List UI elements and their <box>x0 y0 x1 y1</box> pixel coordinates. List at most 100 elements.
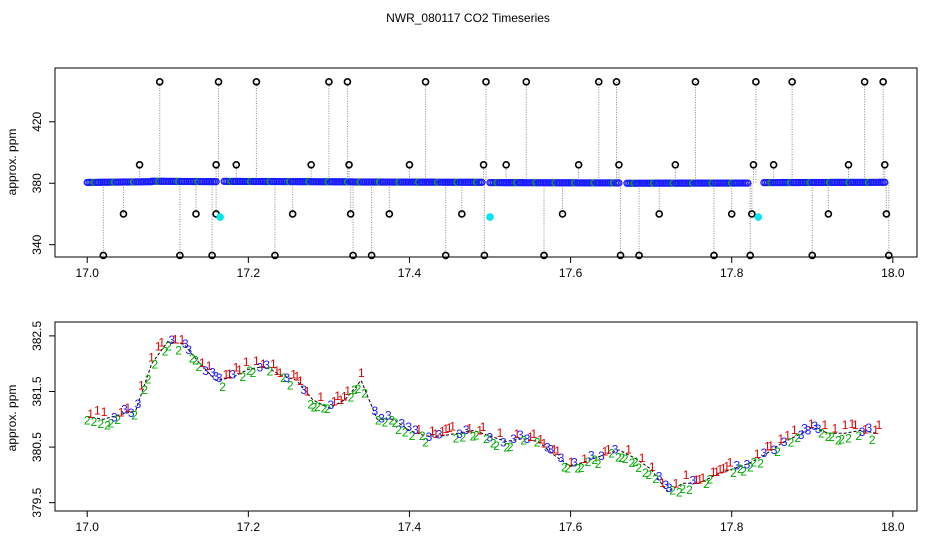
bottom-x-tick-label: 17.0 <box>76 520 100 534</box>
marker-2: 2 <box>104 418 111 432</box>
marker-3: 3 <box>801 422 808 436</box>
outlier-point <box>421 78 430 86</box>
marker-3: 3 <box>168 333 175 347</box>
marker-2: 2 <box>189 352 196 366</box>
marker-2: 2 <box>618 451 625 465</box>
outlier-point <box>192 210 200 218</box>
marker-3: 3 <box>327 398 334 412</box>
marker-2: 2 <box>240 370 247 384</box>
marker-2: 2 <box>507 440 514 454</box>
marker-1: 1 <box>497 426 504 440</box>
marker-1: 1 <box>124 401 131 415</box>
marker-1: 1 <box>199 356 206 370</box>
marker-3: 3 <box>865 421 872 435</box>
outlier-point <box>482 78 490 86</box>
marker-3: 3 <box>202 364 209 378</box>
top-y-axis-title: approx. ppm <box>5 129 19 196</box>
bottom-axes: 17.0 17.2 17.4 17.6 17.8 18.0 379.5 380.5 381.5 3… <box>30 321 905 534</box>
marker-3: 3 <box>656 470 663 484</box>
top-y-tick-label: 380 <box>30 173 44 193</box>
marker-2: 2 <box>595 457 602 471</box>
outlier-point <box>99 251 108 260</box>
marker-3: 3 <box>284 371 291 385</box>
marker-1: 1 <box>842 418 849 432</box>
marker-2: 2 <box>635 461 642 475</box>
marker-1: 1 <box>723 460 730 474</box>
marker-1: 1 <box>341 389 348 403</box>
marker-3: 3 <box>216 371 223 385</box>
marker-2: 2 <box>788 436 795 450</box>
marker-3: 3 <box>500 436 507 450</box>
marker-1: 1 <box>541 437 548 451</box>
outlier-point <box>458 210 466 218</box>
outlier-point <box>540 251 548 260</box>
outlier-point <box>212 161 220 169</box>
marker-2: 2 <box>348 391 355 405</box>
outlier-point <box>271 251 279 260</box>
marker-2: 2 <box>307 397 314 411</box>
marker-2: 2 <box>622 452 629 466</box>
marker-2: 2 <box>84 414 91 428</box>
bottom-y-tick-label: 379.5 <box>30 487 44 517</box>
marker-2: 2 <box>747 460 754 474</box>
marker-1: 1 <box>514 427 521 441</box>
marker-1: 1 <box>223 368 230 382</box>
outlier-point <box>616 251 625 260</box>
marker-3: 3 <box>517 428 524 442</box>
marker-1: 1 <box>155 340 162 354</box>
marker-2: 2 <box>652 472 659 486</box>
marker-1: 1 <box>118 405 125 419</box>
bottom-y-tick-label: 382.5 <box>30 321 44 351</box>
marker-2: 2 <box>585 455 592 469</box>
marker-2: 2 <box>774 445 781 459</box>
marker-2: 2 <box>152 358 159 372</box>
marker-2: 2 <box>196 360 203 374</box>
marker-1: 1 <box>101 405 108 419</box>
marker-2: 2 <box>869 433 876 447</box>
top-y-tick-label: 420 <box>30 111 44 131</box>
marker-3: 3 <box>263 358 270 372</box>
marker-1: 1 <box>297 374 304 388</box>
outlier-point <box>367 251 376 260</box>
marker-3: 3 <box>662 478 669 492</box>
marker-3: 3 <box>734 458 741 472</box>
top-x-tick-label: 18.0 <box>881 266 905 280</box>
bottom-x-tick-label: 17.2 <box>237 520 261 534</box>
marker-1: 1 <box>277 366 284 380</box>
marker-1: 1 <box>659 476 666 490</box>
marker-1: 1 <box>439 425 446 439</box>
marker-1: 1 <box>476 424 483 438</box>
marker-2: 2 <box>311 400 318 414</box>
outlier-point <box>824 210 833 218</box>
outlier-point <box>558 210 567 218</box>
marker-1: 1 <box>852 418 859 432</box>
marker-2: 2 <box>564 462 571 476</box>
marker-2: 2 <box>855 429 862 443</box>
marker-1: 1 <box>273 364 280 378</box>
marker-3: 3 <box>859 425 866 439</box>
bottom-y-axis-title: approx. ppm <box>5 385 19 452</box>
outlier-point <box>746 251 755 260</box>
marker-2: 2 <box>578 461 585 475</box>
marker-3: 3 <box>544 440 551 454</box>
marker-2: 2 <box>470 430 477 444</box>
marker-3: 3 <box>182 337 189 351</box>
marker-1: 1 <box>568 455 575 469</box>
outlier-point <box>885 251 893 260</box>
marker-2: 2 <box>642 466 649 480</box>
outlier-point <box>574 161 583 169</box>
marker-2: 2 <box>459 430 466 444</box>
marker-2: 2 <box>375 414 382 428</box>
trend-line <box>87 340 877 493</box>
outlier-point <box>119 210 128 218</box>
outlier-point <box>155 78 164 86</box>
bottom-x-tick-label: 18.0 <box>881 520 905 534</box>
marker-1: 1 <box>581 452 588 466</box>
marker-2: 2 <box>219 380 226 394</box>
marker-1: 1 <box>179 332 186 346</box>
outlier-point <box>346 210 355 218</box>
highlight-point <box>216 213 224 221</box>
marker-1: 1 <box>94 404 101 418</box>
outlier-point <box>594 78 603 86</box>
